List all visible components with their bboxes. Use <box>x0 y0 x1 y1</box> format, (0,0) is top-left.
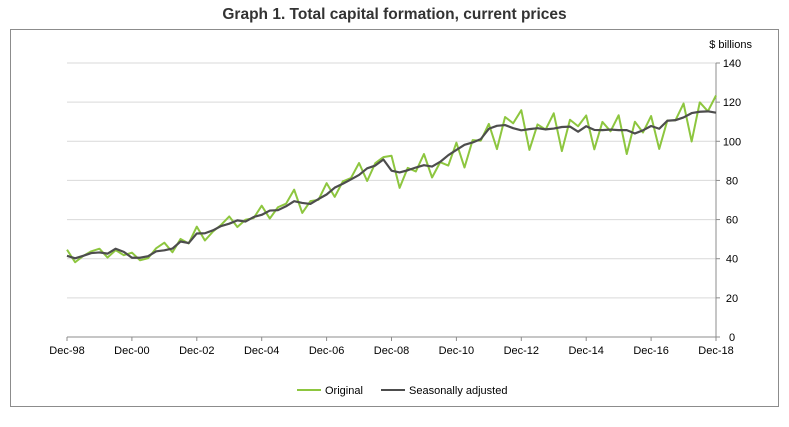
x-tick-label: Dec-18 <box>698 345 733 357</box>
x-tick-label: Dec-14 <box>568 345 603 357</box>
y-ticks: 0 20 40 60 80 100 120 140 <box>716 58 741 344</box>
x-ticks: Dec-98 Dec-00 Dec-02 Dec-04 Dec-06 Dec-08 Dec-… <box>49 337 734 357</box>
series-lines <box>66 95 717 264</box>
y-tick-label: 0 <box>729 332 735 344</box>
x-tick-label: Dec-04 <box>244 345 279 357</box>
series-line-seasonally-adjusted <box>66 110 717 260</box>
y-tick-label: 120 <box>723 97 741 109</box>
x-tick-label: Dec-08 <box>374 345 409 357</box>
y-tick-label: 60 <box>726 215 738 227</box>
y-tick-label: 100 <box>723 136 741 148</box>
legend: Original Seasonally adjusted <box>297 385 507 397</box>
y-tick-label: 80 <box>726 175 738 187</box>
x-tick-label: Dec-10 <box>439 345 474 357</box>
x-tick-label: Dec-16 <box>633 345 668 357</box>
series-line-original <box>66 95 717 264</box>
x-tick-label: Dec-98 <box>49 345 84 357</box>
legend-label-original: Original <box>325 385 363 397</box>
x-tick-label: Dec-00 <box>114 345 149 357</box>
y-tick-label: 40 <box>726 254 738 266</box>
x-tick-label: Dec-02 <box>179 345 214 357</box>
y-axis-label: $ billions <box>709 39 752 51</box>
chart-frame <box>10 29 779 407</box>
x-tick-label: Dec-12 <box>504 345 539 357</box>
chart-title: Graph 1. Total capital formation, curren… <box>222 6 567 23</box>
y-tick-label: 140 <box>723 58 741 70</box>
x-tick-label: Dec-06 <box>309 345 344 357</box>
legend-label-seasonally-adjusted: Seasonally adjusted <box>409 385 507 397</box>
gridlines <box>67 62 716 299</box>
y-tick-label: 20 <box>726 293 738 305</box>
